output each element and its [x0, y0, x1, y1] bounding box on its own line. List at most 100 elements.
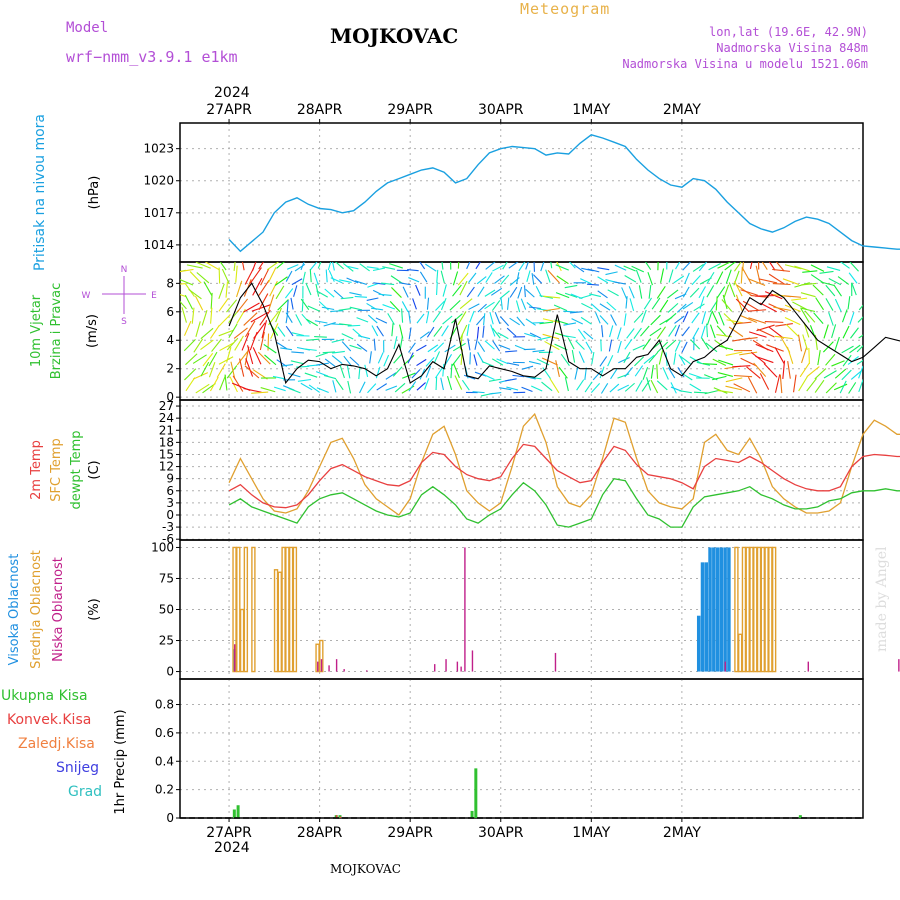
- wind-arrow: [241, 262, 245, 271]
- wind-arrow: [673, 352, 677, 365]
- wind-arrow: [356, 317, 369, 323]
- wind-arrow: [506, 386, 519, 391]
- wind-arrow: [286, 264, 299, 270]
- wind-arrow: [280, 347, 293, 351]
- wind-arrow: [419, 271, 428, 283]
- wind-arrow: [221, 268, 230, 284]
- wind-arrow: [623, 313, 627, 326]
- wind-arrow: [194, 295, 204, 311]
- cloud-high-bar: [708, 547, 712, 672]
- wind-arrow: [268, 294, 275, 311]
- sfc-temp-line: [228, 412, 900, 516]
- wind-arrow: [716, 286, 726, 299]
- wind-arrow: [301, 313, 311, 325]
- wind-arrow: [316, 290, 328, 298]
- wind-arrow: [798, 376, 808, 392]
- wind-arrow: [802, 270, 818, 273]
- wind-arrow: [556, 262, 562, 272]
- cloud-mid-bar: [760, 546, 766, 673]
- wind-arrow: [498, 344, 511, 350]
- wind-arrow: [259, 331, 265, 351]
- wind-arrow: [712, 358, 727, 366]
- wind-arrow: [680, 355, 691, 365]
- wind-arrow: [706, 312, 713, 326]
- wind-arrow: [650, 365, 654, 379]
- wind-arrow: [239, 358, 245, 377]
- wind-arrow: [772, 268, 790, 272]
- wind-arrow: [442, 315, 453, 325]
- wind-arrow: [218, 314, 231, 327]
- y-tick-label: 50: [159, 603, 174, 617]
- cloud-mid-bar: [756, 546, 762, 673]
- wind-arrow: [775, 323, 793, 327]
- wind-arrow: [706, 285, 715, 298]
- wind-arrow: [332, 380, 337, 393]
- cloud-low-bar: [366, 670, 368, 672]
- wind-arrow: [378, 293, 392, 296]
- wind-arrow: [322, 351, 336, 354]
- wind-arrow: [755, 355, 774, 364]
- wind-arrow: [290, 297, 294, 310]
- wind-arrow: [673, 275, 685, 284]
- cloud-mid-bar: [285, 546, 290, 673]
- wind-arrow: [295, 314, 303, 326]
- cloud-low-bar: [343, 669, 345, 672]
- wind-arrow: [376, 325, 384, 337]
- wind-arrow: [575, 340, 585, 350]
- wind-arrow: [233, 262, 236, 271]
- wind-arrow: [623, 351, 631, 364]
- wind-arrow: [473, 354, 478, 366]
- wind-arrow: [667, 367, 676, 379]
- cloud-low-bar: [317, 661, 319, 672]
- wind-arrow: [782, 360, 786, 380]
- wind-arrow: [725, 269, 732, 284]
- wind-arrow: [792, 301, 807, 310]
- cloud-low-bar: [554, 652, 557, 672]
- wind-arrow: [629, 298, 635, 311]
- precip-total-bar: [474, 768, 478, 818]
- cloud-high-bar: [727, 547, 731, 672]
- cloud-mid-bar: [236, 546, 241, 673]
- wind-arrow: [277, 326, 286, 337]
- wind-arrow: [571, 318, 583, 325]
- wind-arrow: [339, 279, 352, 283]
- wind-arrow: [274, 276, 288, 286]
- wind-arrow: [275, 307, 282, 323]
- day-label-top: 29APR: [387, 102, 433, 118]
- wind-arrow: [485, 262, 496, 270]
- wind-arrow: [426, 326, 435, 338]
- wind-arrow: [426, 297, 430, 310]
- cloud-low-bar: [460, 666, 462, 672]
- wind-arrow: [186, 264, 203, 269]
- wind-arrow: [718, 359, 734, 366]
- wind-arrow: [757, 328, 775, 338]
- wind-arrow: [753, 362, 767, 377]
- wind-arrow: [398, 282, 411, 286]
- wind-arrow: [681, 341, 688, 353]
- wind-arrow: [774, 374, 781, 393]
- wind-arrow: [228, 323, 238, 339]
- wind-arrow: [357, 335, 371, 340]
- wind-arrow: [303, 348, 317, 351]
- wind-arrow: [740, 314, 758, 324]
- wind-arrow: [210, 307, 213, 324]
- wind-arrow: [367, 282, 379, 288]
- wind-arrow: [306, 338, 320, 341]
- wind-arrow: [327, 262, 332, 271]
- wind-arrow: [373, 282, 386, 285]
- wind-arrow: [856, 345, 863, 353]
- wind-arrow: [547, 270, 560, 284]
- wind-arrow: [739, 337, 758, 341]
- wind-arrow: [542, 318, 560, 324]
- wind-arrow: [579, 294, 592, 300]
- wind-arrow: [401, 308, 404, 323]
- wind-arrow: [403, 354, 415, 366]
- wind-arrow: [524, 332, 536, 338]
- wind-arrow: [642, 338, 652, 350]
- wind-arrow: [346, 265, 359, 270]
- wind-arrow: [181, 307, 187, 323]
- wind-arrow: [267, 267, 277, 283]
- wind-arrow: [597, 267, 610, 271]
- wind-arrow: [266, 262, 280, 271]
- panel-precip: 0 0.2 0.4 0.6 0.8: [155, 678, 864, 825]
